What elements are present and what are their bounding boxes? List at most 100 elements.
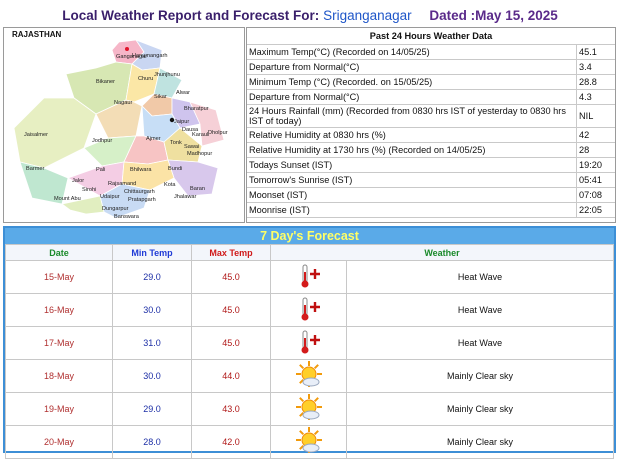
dated: Dated :May 15, 2025 [429, 8, 558, 23]
past-row: 24 Hours Rainfall (mm) (Recorded from 08… [247, 104, 615, 128]
date: 19-May [5, 392, 113, 426]
weather: Heat Wave [346, 293, 614, 327]
sun-icon [295, 427, 322, 453]
forecast-row: 15-May 29.0 45.0 Heat Wave [5, 260, 614, 294]
city-label: Hanumangarh [132, 53, 167, 59]
city-label: Pali [96, 167, 105, 173]
date: 15-May [5, 260, 113, 294]
city-label: Madhopur [187, 151, 212, 157]
past-value: 45.1 [576, 44, 615, 60]
city-label: Jhunjhunu [154, 72, 180, 78]
city-label: Bikaner [96, 79, 115, 85]
city-label: Barmer [26, 166, 44, 172]
min-temp: 31.0 [112, 326, 192, 360]
city-label: Ganganagar [116, 54, 147, 60]
forecast: 7 Day's Forecast Date Min Temp Max Temp … [3, 226, 616, 459]
date: 16-May [5, 293, 113, 327]
min-temp: 29.0 [112, 260, 192, 294]
past-row: Departure from Normal(°C) 4.3 [247, 89, 615, 105]
past-value: 07:08 [576, 187, 615, 203]
past-value: 19:20 [576, 157, 615, 173]
weather-icon [270, 425, 347, 459]
past-table: Past 24 Hours Weather Data Maximum Temp(… [247, 28, 615, 218]
forecast-table: Date Min Temp Max Temp Weather 15-May 29.… [5, 244, 614, 459]
title: Local Weather Report and Forecast For: [62, 8, 320, 23]
past-row: Relative Humidity at 1730 hrs (%) (Recor… [247, 142, 615, 158]
capital-dot [169, 117, 175, 123]
past-value: 4.3 [576, 89, 615, 105]
max-temp: 45.0 [191, 326, 271, 360]
min-temp: 28.0 [112, 425, 192, 459]
col-head: Max Temp [191, 244, 271, 261]
past-title-row: Past 24 Hours Weather Data [247, 28, 615, 45]
city-label: Jalor [72, 178, 84, 184]
past-label: 24 Hours Rainfall (mm) (Recorded from 08… [247, 104, 577, 128]
past-value: 22:05 [576, 202, 615, 218]
past-row: Todays Sunset (IST) 19:20 [247, 157, 615, 173]
past-label: Moonrise (IST) [247, 202, 577, 218]
weather-icon [270, 359, 347, 393]
max-temp: 44.0 [191, 359, 271, 393]
date: 18-May [5, 359, 113, 393]
heat-icon [301, 330, 320, 354]
past-row: Moonset (IST) 07:08 [247, 187, 615, 203]
past-value: 28 [576, 142, 615, 158]
weather-icon [270, 326, 347, 360]
station: Sriganganagar [323, 8, 412, 23]
past-value: 3.4 [576, 59, 615, 75]
max-temp: 42.0 [191, 425, 271, 459]
past-value: 05:41 [576, 172, 615, 188]
past-label: Moonset (IST) [247, 187, 577, 203]
city-label: Baran [190, 186, 205, 192]
past-row: Minimum Temp (°C) (Recorded. on 15/05/25… [247, 74, 615, 90]
past-label: Tomorrow's Sunrise (IST) [247, 172, 577, 188]
city-label: Bhilwara [130, 167, 152, 173]
header: Local Weather Report and Forecast For: S… [0, 8, 620, 23]
city-label: Churu [138, 76, 153, 82]
city-label: Sirohi [82, 187, 96, 193]
min-temp: 30.0 [112, 359, 192, 393]
city-label: Jaisalmer [24, 132, 48, 138]
state-shape [13, 39, 225, 219]
min-temp: 30.0 [112, 293, 192, 327]
heat-icon [301, 297, 320, 321]
col-head: Weather [270, 244, 614, 261]
forecast-row: 18-May 30.0 44.0 Mainly Clear sky [5, 359, 614, 393]
city-label: Jhalawar [174, 194, 197, 200]
weather-icon [270, 260, 347, 294]
city-label: Jodhpur [92, 138, 112, 144]
weather: Heat Wave [346, 260, 614, 294]
city-label: Dausa [182, 127, 199, 133]
city-label: Banswara [114, 214, 140, 220]
past-label: Minimum Temp (°C) (Recorded. on 15/05/25… [247, 74, 577, 90]
max-temp: 45.0 [191, 260, 271, 294]
max-temp: 43.0 [191, 392, 271, 426]
forecast-row: 17-May 31.0 45.0 Heat Wave [5, 326, 614, 360]
forecast-title: 7 Day's Forecast [5, 228, 614, 244]
city-label: Chittaurgarh [124, 189, 155, 195]
past-row: Tomorrow's Sunrise (IST) 05:41 [247, 172, 615, 188]
city-label: Mount Abu [54, 196, 81, 202]
city-label: Kota [164, 182, 176, 188]
city-label: Sikar [154, 94, 167, 100]
col-head: Min Temp [112, 244, 192, 261]
city-label: Nagaur [114, 100, 132, 106]
city-label: Dungarpur [102, 206, 129, 212]
city-label: Rajsamand [108, 181, 136, 187]
city-label: Sawai [184, 144, 199, 150]
map: RAJASTHAN Ganganagar Hanumangarh Bikaner Ch… [3, 27, 245, 223]
col-head: Date [5, 244, 113, 261]
past-label: Maximum Temp(°C) (Recorded on 14/05/25) [247, 44, 577, 60]
forecast-row: 20-May 28.0 42.0 Mainly Clear sky [5, 425, 614, 459]
city-label: Karauli [192, 132, 209, 138]
date: 17-May [5, 326, 113, 360]
weather-icon [270, 293, 347, 327]
past-label: Relative Humidity at 1730 hrs (%) (Recor… [247, 142, 577, 158]
station-dot [125, 47, 129, 51]
city-label: Pratapgarh [128, 197, 156, 203]
city-label: Dholpur [208, 130, 228, 136]
forecast-row: 16-May 30.0 45.0 Heat Wave [5, 293, 614, 327]
past-value: NIL [576, 104, 615, 128]
